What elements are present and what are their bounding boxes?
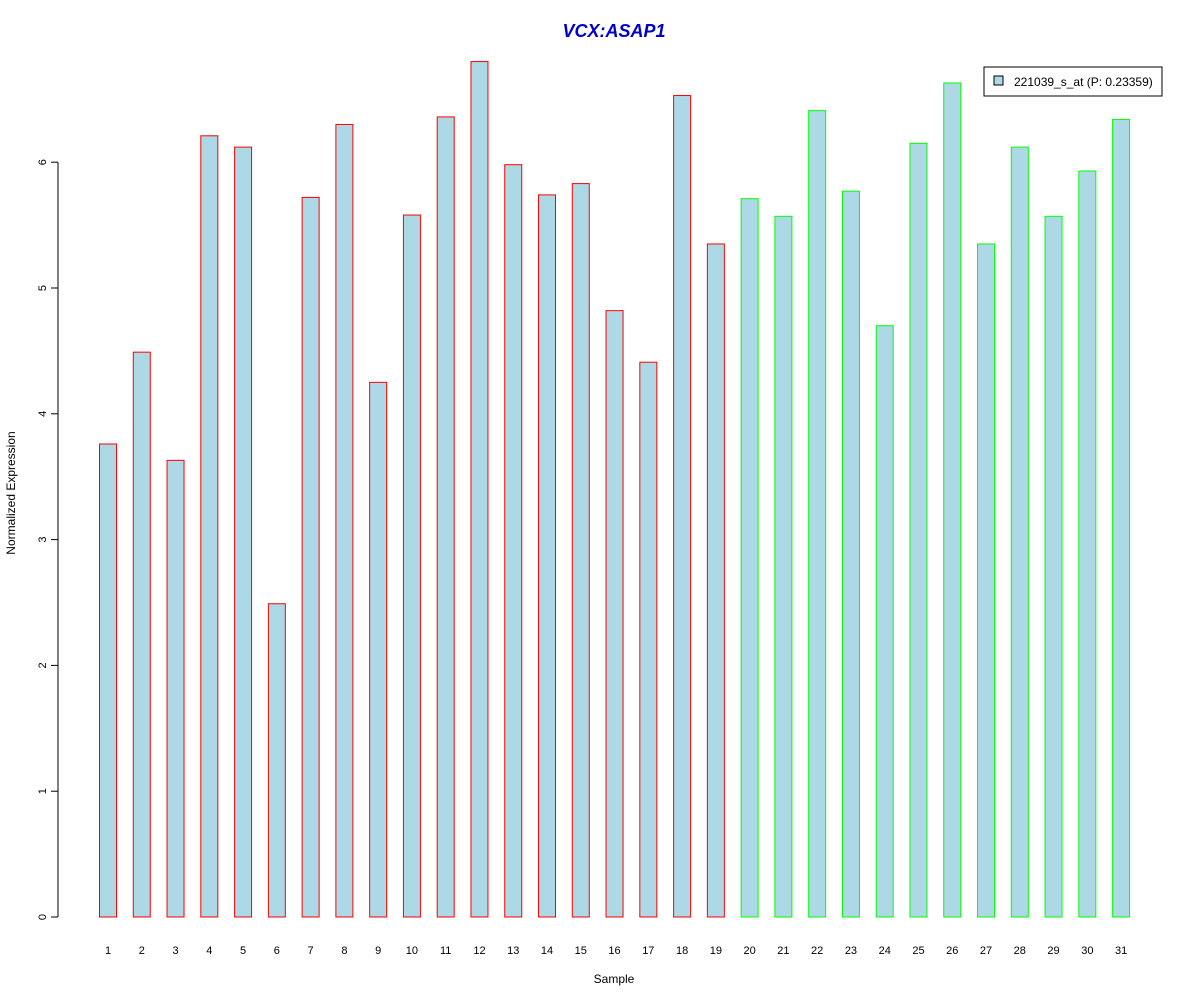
x-tick-label: 22	[811, 945, 823, 957]
x-axis-label: Sample	[594, 972, 635, 986]
bar-sample-22	[808, 110, 827, 918]
bar-sample-10	[402, 214, 421, 918]
bars-group	[99, 61, 1131, 918]
y-tick-label: 5	[37, 285, 49, 291]
bar-sample-13	[504, 164, 523, 918]
x-tick-label: 21	[777, 945, 789, 957]
bar-sample-24	[875, 325, 894, 918]
x-tick-label: 18	[676, 945, 688, 957]
bar-sample-25	[909, 142, 928, 918]
y-tick-label: 3	[37, 537, 49, 543]
y-tick-label: 0	[37, 914, 49, 920]
bar-sample-17	[639, 361, 658, 918]
bar-sample-18	[673, 95, 692, 918]
bar-sample-20	[740, 198, 759, 918]
legend-swatch	[993, 75, 1004, 86]
legend: 221039_s_at (P: 0.23359)	[983, 66, 1163, 97]
bar-sample-30	[1078, 170, 1097, 918]
x-tick-label: 6	[274, 945, 280, 957]
x-tick-label: 27	[980, 945, 992, 957]
bar-sample-9	[369, 381, 388, 918]
x-tick-label: 4	[206, 945, 212, 957]
bar-sample-19	[706, 243, 725, 918]
x-tick-label: 13	[507, 945, 519, 957]
x-tick-labels: 1 2 3 4 5 6 7 8 9 10 11 12 13 14 15 16 17 18 19 20 21 22 23 24 2…	[105, 945, 1127, 957]
bar-sample-27	[977, 243, 996, 918]
x-tick-label: 24	[879, 945, 891, 957]
bar-sample-11	[436, 116, 455, 918]
chart-title: VCX:ASAP1	[562, 21, 665, 41]
y-tick-label: 4	[37, 411, 49, 417]
x-tick-label: 2	[139, 945, 145, 957]
x-tick-label: 26	[946, 945, 958, 957]
bar-sample-12	[470, 61, 489, 918]
bar-sample-6	[267, 603, 286, 918]
bar-sample-1	[99, 443, 117, 918]
x-tick-label: 30	[1081, 945, 1093, 957]
x-tick-label: 23	[845, 945, 857, 957]
x-tick-label: 11	[440, 945, 451, 957]
bar-sample-3	[166, 459, 185, 918]
bar-sample-8	[335, 123, 354, 918]
x-tick-label: 31	[1115, 945, 1127, 957]
bar-sample-15	[571, 183, 590, 918]
legend-label: 221039_s_at (P: 0.23359)	[1014, 75, 1153, 89]
x-tick-label: 5	[240, 945, 246, 957]
bar-sample-14	[538, 194, 557, 918]
x-tick-label: 15	[575, 945, 587, 957]
x-tick-label: 25	[912, 945, 924, 957]
x-tick-label: 16	[608, 945, 620, 957]
bar-sample-23	[841, 190, 860, 918]
bar-sample-31	[1112, 118, 1131, 918]
bar-sample-2	[132, 351, 151, 918]
x-tick-label: 12	[473, 945, 485, 957]
x-tick-label: 19	[710, 945, 722, 957]
bar-sample-4	[200, 135, 219, 918]
bar-sample-16	[605, 310, 624, 918]
bar-sample-21	[774, 215, 793, 918]
x-tick-label: 17	[642, 945, 654, 957]
bar-sample-29	[1044, 215, 1063, 918]
bar-sample-28	[1010, 146, 1029, 918]
y-axis-label: Normalized Expression	[4, 431, 18, 554]
legend-box	[983, 66, 1163, 97]
y-tick-label: 1	[37, 788, 49, 794]
x-tick-label: 8	[341, 945, 347, 957]
x-tick-label: 9	[375, 945, 381, 957]
y-axis: 0 1 2 3 4 5 6	[37, 159, 59, 920]
x-tick-label: 3	[172, 945, 178, 957]
x-tick-label: 28	[1014, 945, 1026, 957]
x-tick-label: 7	[308, 945, 314, 957]
x-tick-label: 20	[744, 945, 756, 957]
x-tick-label: 14	[541, 945, 553, 957]
bar-sample-7	[301, 196, 320, 918]
x-tick-label: 10	[406, 945, 418, 957]
x-tick-label: 29	[1047, 945, 1059, 957]
bar-sample-26	[943, 82, 962, 918]
y-tick-label: 6	[37, 159, 49, 165]
bar-sample-5	[234, 146, 253, 918]
x-tick-label: 1	[105, 945, 111, 957]
y-tick-label: 2	[37, 662, 49, 668]
